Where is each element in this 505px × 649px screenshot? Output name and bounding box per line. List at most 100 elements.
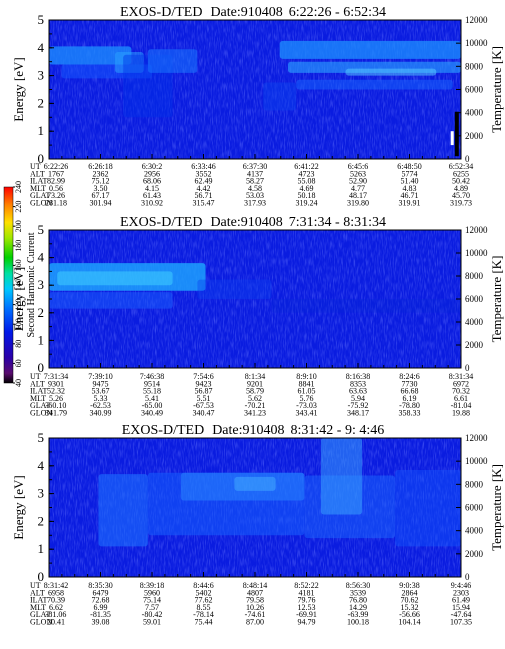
spectrogram-panel-3: EXOS-D/TED Date:910408 8:31:42 - 9: 4:46 0 1… [11,423,504,627]
y-right-tick-label: 8000 [465,61,484,71]
y-right-axis-label: Temperature [K] [489,256,504,343]
table-cell: 63.63 [349,387,367,396]
table-cell: -63.99 [348,610,369,619]
table-cell: 62.49 [195,177,213,186]
table-cell: -81.04 [451,401,472,410]
noise-speckle [49,438,461,577]
y-right-tick-label: 0 [465,363,470,373]
table-cell: 343.41 [296,409,318,418]
table-cell: 4.42 [197,184,211,193]
table-cell: 6:22:26 [44,162,68,171]
table-cell: 8:24:6 [399,372,419,381]
table-cell: 39.08 [92,618,110,627]
table-cell: 5.33 [94,394,108,403]
table-cell: 6:52:34 [449,162,473,171]
table-cell: 20.41 [47,618,65,627]
table-cell: -62.53 [90,401,111,410]
table-cell: 8:1:34 [245,372,265,381]
title-time: 8:31:42 - 9: 4:46 [291,423,385,438]
y-tick-label: 3 [38,277,45,292]
table-cell: 82.99 [47,177,65,186]
table-cell: 4.77 [351,184,365,193]
colorbar-tick-label: 120 [14,299,23,311]
table-cell: 340.99 [90,409,112,418]
table-cell: 4.89 [454,184,468,193]
table-cell: -74.61 [245,610,266,619]
table-cell: -73.03 [296,401,317,410]
table-cell: 301.94 [90,199,112,208]
table-cell: 79.58 [246,596,264,605]
table-cell: 6:37:30 [243,162,267,171]
table-cell: 48.17 [349,191,367,200]
table-cell: 8841 [299,379,315,388]
y-tick-label: 0 [38,151,45,166]
table-cell: 4.15 [145,184,159,193]
y-right-tick-label: 4000 [465,526,484,536]
table-cell: 315.47 [193,199,215,208]
colorbar-tick-label: 220 [14,201,23,213]
table-cell: 358.33 [399,409,421,418]
colorbar-tick-label: 40 [14,379,23,387]
table-cell: -60.10 [46,401,67,410]
table-cell: 19.88 [452,409,470,418]
y-right-tick-label: 4000 [465,317,484,327]
table-cell: 8:52:22 [294,581,318,590]
table-cell: 9514 [144,379,160,388]
table-cell: -80.42 [142,610,163,619]
table-cell: 7:46:38 [140,372,164,381]
table-cell: 61.43 [143,191,161,200]
table-cell: 45.70 [452,191,470,200]
colorbar: 40 60 80 100 120 140 160 180 200 220 240 Second Har… [3,181,37,387]
y-right-axis-label: Temperature [K] [489,46,504,133]
table-cell: 8:31:42 [44,581,68,590]
title-date: Date:910408 [210,215,282,230]
y-tick-label: 4 [38,458,45,473]
y-axis-label: Energy [eV] [11,57,26,121]
y-right-tick-label: 0 [465,572,470,582]
table-cell: 6:41:22 [294,162,318,171]
table-cell: 46.71 [401,191,419,200]
table-cell: 2956 [144,169,160,178]
y-right-tick-label: 12000 [465,15,488,25]
y-right-tick-label: 6000 [465,294,484,304]
table-cell: 10.26 [246,603,264,612]
table-cell: 6972 [453,379,469,388]
table-cell: 53.67 [92,387,110,396]
title-date: Date:910408 [210,5,282,20]
y-axis-label: Energy [eV] [11,267,26,331]
spectrogram-panel-1: EXOS-D/TED Date:910408 6:22:26 - 6:52:3401… [11,5,504,208]
table-cell: 7:54:6 [193,372,213,381]
table-cell: 4137 [247,169,263,178]
y-tick-label: 1 [38,123,45,138]
y-tick-label: 5 [38,430,45,445]
table-cell: 7.57 [145,603,159,612]
row-label-alt: ALT [30,379,45,388]
table-cell: 9:0:38 [399,581,419,590]
noise-speckle [49,20,461,159]
table-cell: 5774 [402,169,418,178]
colorbar-tick-label: 80 [14,340,23,348]
table-cell: 5.94 [351,394,365,403]
table-cell: 5.51 [197,394,211,403]
table-cell: -47.64 [451,610,472,619]
table-cell: 2864 [402,588,418,597]
table-cell: -78.14 [193,610,214,619]
table-cell: -70.21 [245,401,266,410]
row-label-alt: ALT [30,588,45,597]
y-tick-label: 1 [38,332,45,347]
table-cell: 9201 [247,379,263,388]
table-cell: 5.76 [300,394,314,403]
table-cell: -65.00 [142,401,163,410]
table-cell: 8:44:6 [193,581,213,590]
table-cell: 3.50 [94,184,108,193]
table-cell: 8:31:34 [449,372,473,381]
orbit-table: UT 6:22:26 6:26:18 6:30:2 6:33:46 6:37:30 6:41… [30,162,473,208]
table-cell: 50.18 [298,191,316,200]
table-cell: -67.53 [193,401,214,410]
table-cell: 5.41 [145,394,159,403]
table-cell: 8:35:30 [88,581,112,590]
table-cell: 75.44 [195,618,213,627]
y-right-tick-label: 10000 [465,38,488,48]
noise-speckle [49,230,461,368]
row-label-glon: GLON [30,618,52,627]
